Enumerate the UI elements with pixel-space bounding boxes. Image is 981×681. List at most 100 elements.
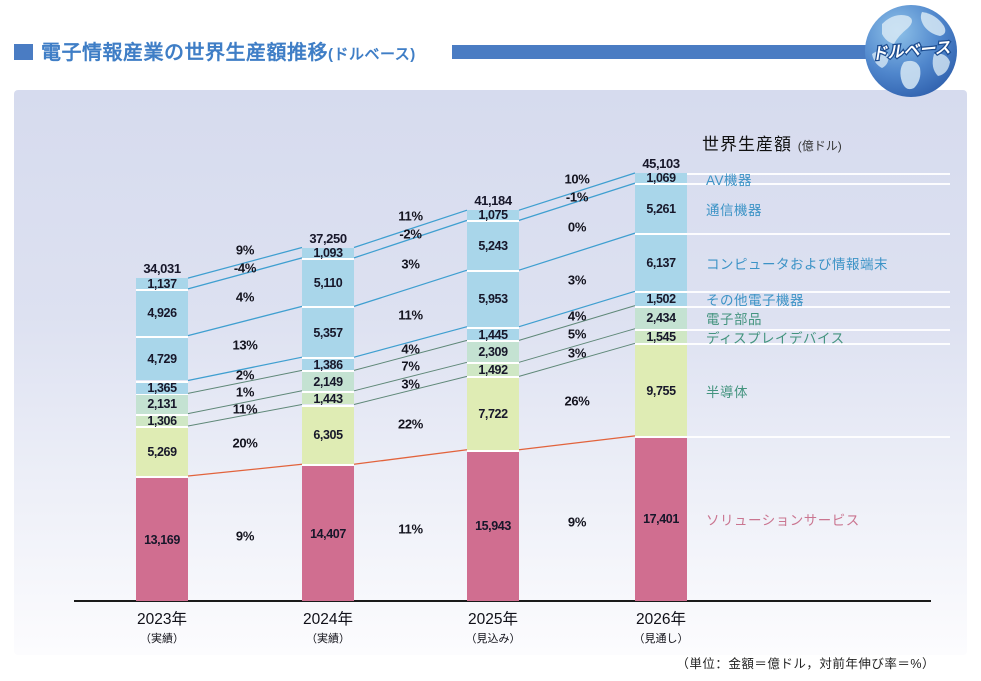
x-axis-label: 2023年 （実績） (137, 607, 187, 646)
bar-segment: 14,407 (302, 464, 354, 601)
bar-segment: 5,953 (467, 270, 519, 327)
globe-svg: ドルベース (865, 5, 957, 97)
legend-separator (687, 343, 950, 346)
legend-title-text: 世界生産額 (702, 135, 792, 154)
bar-segment: 4,926 (136, 288, 188, 336)
connector-line (353, 326, 468, 358)
connector-line (353, 269, 468, 307)
bar-segment: 5,357 (302, 306, 354, 358)
bar-segment: 1,502 (635, 291, 687, 306)
globe-continent (932, 53, 950, 76)
bar-segment: 5,243 (467, 220, 519, 271)
bar-segment: 2,149 (302, 370, 354, 391)
legend-label: その他電子機器 (706, 293, 804, 309)
bar-segment: 1,137 (136, 277, 188, 291)
legend-separator (687, 183, 950, 186)
growth-label: -1% (565, 189, 589, 205)
connector-line (187, 463, 303, 477)
growth-label: 3% (567, 272, 587, 288)
growth-label: 11% (232, 401, 258, 417)
bar-segment: 1,075 (467, 208, 519, 222)
connector-line (518, 435, 636, 451)
bar-segment: 2,309 (467, 340, 519, 363)
footnote: （単位：金額＝億ドル，対前年伸び率＝%） (676, 657, 935, 671)
bar-segment: 5,110 (302, 257, 354, 307)
legend-title: 世界生産額 (億ドル) (702, 130, 842, 155)
bar-total-label: 45,103 (642, 156, 680, 171)
bar-segment: 1,365 (136, 380, 188, 395)
connector-line (518, 328, 636, 363)
growth-label: 2% (235, 367, 255, 383)
globe-continent (872, 51, 889, 68)
bar-segment: 1,386 (302, 357, 354, 372)
x-axis-label-year: 2024年 (303, 611, 353, 628)
connector-line (187, 257, 303, 290)
x-axis-label-year: 2023年 (137, 611, 187, 628)
bar-segment: 1,443 (302, 390, 354, 406)
connector-line (518, 305, 636, 341)
x-axis-label: 2025年 （見込み） (466, 607, 521, 646)
growth-label: 3% (567, 345, 587, 361)
x-axis-label-note: （実績） (305, 633, 350, 645)
growth-label: 3% (401, 256, 420, 272)
page-title-text: 電子情報産業の世界生産額推移 (41, 42, 328, 64)
x-axis-line (74, 600, 931, 602)
bar-segment: 7,722 (467, 376, 519, 450)
globe-icon: ドルベース (864, 4, 958, 98)
connector-line (187, 369, 303, 394)
page-title: 電子情報産業の世界生産額推移(ドルベース) (41, 36, 416, 65)
bar-segment: 1,306 (136, 413, 188, 428)
bar-segment: 5,269 (136, 426, 188, 476)
bar-segment: 1,445 (467, 326, 519, 342)
bar-segment: 2,434 (635, 305, 687, 329)
connector-line (187, 404, 303, 427)
bar-segment: 4,729 (136, 335, 188, 381)
title-square-icon (14, 44, 33, 60)
growth-label: 5% (567, 326, 587, 342)
chart-panel: 世界生産額 (億ドル) 13,169 5,269 1,306 2,131 1,365 4,… (14, 90, 967, 655)
x-axis-label-note: （見込み） (465, 633, 521, 645)
legend-separator (687, 291, 950, 294)
legend-label: 電子部品 (706, 312, 762, 328)
growth-label: 20% (232, 435, 258, 451)
bar-total-label: 41,184 (474, 193, 512, 209)
growth-label: -2% (399, 226, 422, 242)
bar-segment: 1,545 (635, 328, 687, 344)
growth-label: 22% (397, 416, 424, 432)
legend-separator (687, 233, 950, 236)
bar-segment: 6,305 (302, 404, 354, 465)
legend-label: ディスプレイデバイス (706, 331, 845, 346)
growth-label: 11% (398, 521, 423, 537)
legend-separator (687, 435, 950, 438)
bar-segment: 5,261 (635, 183, 687, 233)
connector-line (518, 182, 636, 221)
x-axis-label-year: 2026年 (636, 611, 686, 628)
connector-line (187, 305, 303, 337)
growth-label-total: 9% (235, 242, 255, 258)
x-axis-label-note: （実績） (139, 633, 184, 645)
bar-segment: 1,069 (635, 171, 687, 185)
bar-segment: 9,755 (635, 343, 687, 436)
growth-label-total: 11% (398, 208, 423, 224)
growth-label: -4% (233, 260, 257, 276)
legend-label: 通信機器 (706, 203, 762, 219)
stacked-bar-chart: 世界生産額 (億ドル) 13,169 5,269 1,306 2,131 1,365 4,… (14, 90, 967, 655)
connector-line (353, 375, 468, 405)
page-title-suffix: (ドルベース) (328, 46, 416, 63)
connector-line (353, 339, 468, 371)
legend-separator (687, 305, 950, 308)
growth-label: 7% (401, 358, 420, 374)
title-bar-decoration (452, 45, 938, 59)
connector-line (187, 356, 303, 382)
bar-segment: 6,137 (635, 233, 687, 292)
growth-label: 4% (235, 289, 255, 305)
bar-total-label: 37,250 (309, 230, 347, 246)
globe-continent (882, 15, 912, 44)
legend-title-unit: (億ドル) (797, 139, 842, 153)
x-axis-label: 2026年 （見通し） (634, 607, 689, 646)
growth-label: 4% (401, 341, 420, 357)
connector-line (518, 172, 636, 211)
growth-label: 13% (232, 337, 258, 353)
bar-segment: 15,943 (467, 449, 519, 601)
connector-line (518, 342, 636, 377)
